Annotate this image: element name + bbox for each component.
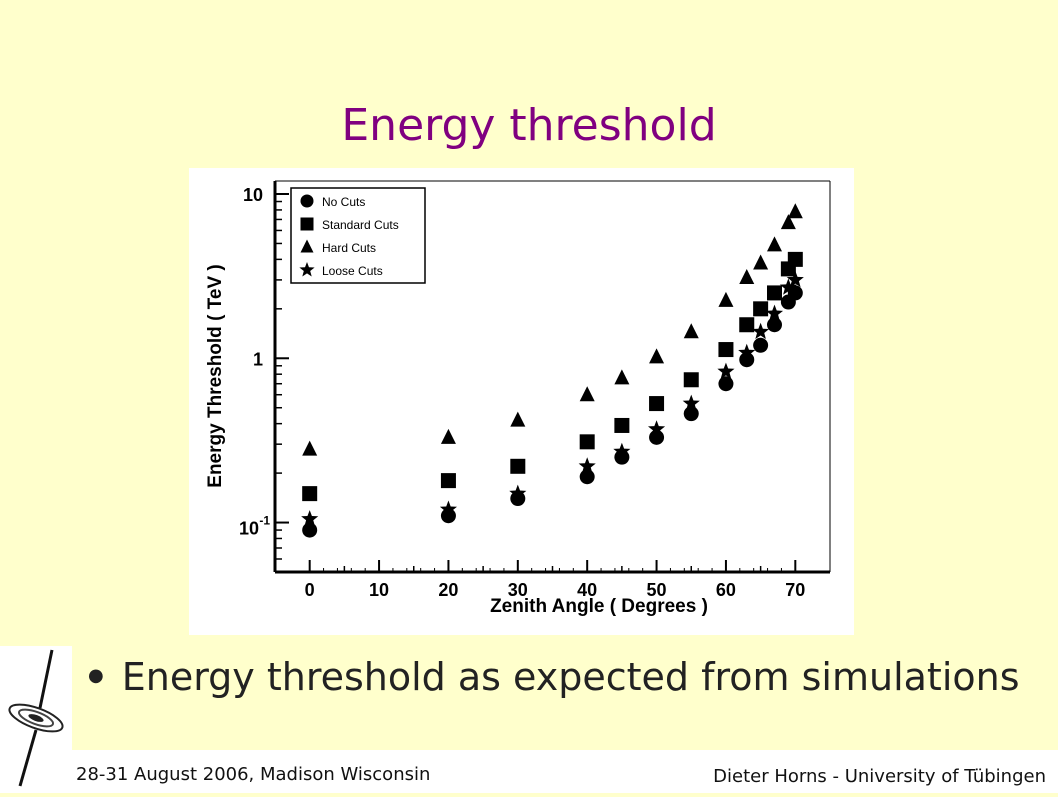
footer-event: 28-31 August 2006, Madison Wisconsin (76, 764, 431, 785)
data-point (683, 372, 699, 388)
data-point (510, 458, 526, 474)
legend-marker (300, 217, 314, 231)
y-tick-label: 10 (243, 185, 263, 205)
data-point (780, 214, 796, 230)
legend: No Cuts Standard Cuts Hard Cuts Loose Cuts (290, 187, 426, 284)
data-point (301, 510, 319, 527)
data-point (779, 278, 797, 295)
legend-label: Loose Cuts (322, 264, 383, 278)
data-point (753, 254, 769, 270)
data-point (440, 428, 456, 444)
logo (0, 646, 72, 793)
series-standard-cuts (302, 251, 803, 502)
legend-marker (300, 239, 314, 253)
series-hard-cuts (302, 203, 803, 456)
x-tick-label: 40 (577, 580, 597, 600)
data-point (614, 417, 630, 433)
data-point (765, 304, 784, 321)
data-point (302, 486, 318, 502)
x-axis-title: Zenith Angle ( Degrees ) (490, 596, 708, 617)
data-point (510, 411, 526, 427)
data-point (649, 348, 665, 364)
legend-label: Hard Cuts (322, 241, 376, 255)
bullet-dot-icon: ● (88, 665, 104, 686)
y-tick-label: 10 (239, 519, 259, 539)
data-point (738, 343, 756, 361)
legend-marker (299, 262, 315, 277)
data-point (717, 362, 735, 379)
bullet-item: ● Energy threshold as expected from simul… (88, 655, 1020, 699)
slide-title: Energy threshold (341, 100, 717, 151)
data-point (648, 420, 666, 437)
y-tick-label: 1 (253, 349, 263, 369)
data-point (439, 500, 457, 517)
data-point (753, 337, 769, 353)
series-loose-cuts (301, 270, 804, 527)
data-point (739, 317, 755, 333)
y-tick-label-exponent: -1 (259, 514, 270, 528)
series-no-cuts (302, 285, 803, 538)
data-marks (301, 203, 804, 538)
footer-bar: 28-31 August 2006, Madison Wisconsin Die… (72, 750, 1058, 793)
data-point (509, 484, 527, 501)
footer-author: Dieter Horns - University of Tübingen (713, 766, 1046, 787)
data-point (683, 406, 699, 422)
x-tick-label: 20 (438, 580, 458, 600)
data-point (752, 322, 770, 340)
data-point (614, 369, 630, 385)
data-point (739, 269, 755, 285)
data-point (787, 203, 803, 219)
data-point (649, 396, 665, 412)
data-point (683, 323, 699, 339)
legend-label: No Cuts (322, 195, 365, 209)
legend-box (290, 187, 426, 284)
x-tick-label: 70 (785, 580, 805, 600)
x-tick-label: 30 (508, 580, 528, 600)
legend-marker (300, 194, 314, 208)
galaxy-logo-icon (8, 649, 64, 787)
x-tick-label: 50 (647, 580, 667, 600)
x-tick-label: 10 (369, 580, 389, 600)
data-point (718, 342, 734, 358)
chart-panel: 0 10 20 30 40 50 60 70 10 1 10 -1 Zenith Angle ( De… (189, 168, 854, 635)
data-point (786, 270, 804, 288)
data-point (682, 394, 700, 411)
data-point (579, 434, 595, 450)
data-point (579, 469, 595, 485)
data-point (787, 251, 803, 267)
data-point (613, 442, 631, 459)
x-tick-label: 60 (716, 580, 736, 600)
data-point (510, 491, 526, 507)
bullet-text: Energy threshold as expected from simula… (121, 655, 1020, 699)
legend-label: Standard Cuts (322, 218, 399, 232)
data-point (767, 285, 782, 301)
data-point (718, 291, 734, 307)
data-point (579, 386, 595, 402)
x-tick-label: 0 (305, 580, 315, 600)
data-point (753, 301, 769, 317)
data-point (302, 522, 318, 538)
data-point (440, 473, 456, 489)
axis-labels: Zenith Angle ( Degrees ) Energy Threshol… (205, 264, 708, 617)
data-point (302, 440, 318, 456)
data-point (767, 317, 782, 333)
y-axis-title: Energy Threshold ( TeV ) (205, 264, 226, 487)
data-point (718, 376, 734, 392)
data-point (767, 236, 782, 252)
data-point (578, 457, 596, 474)
